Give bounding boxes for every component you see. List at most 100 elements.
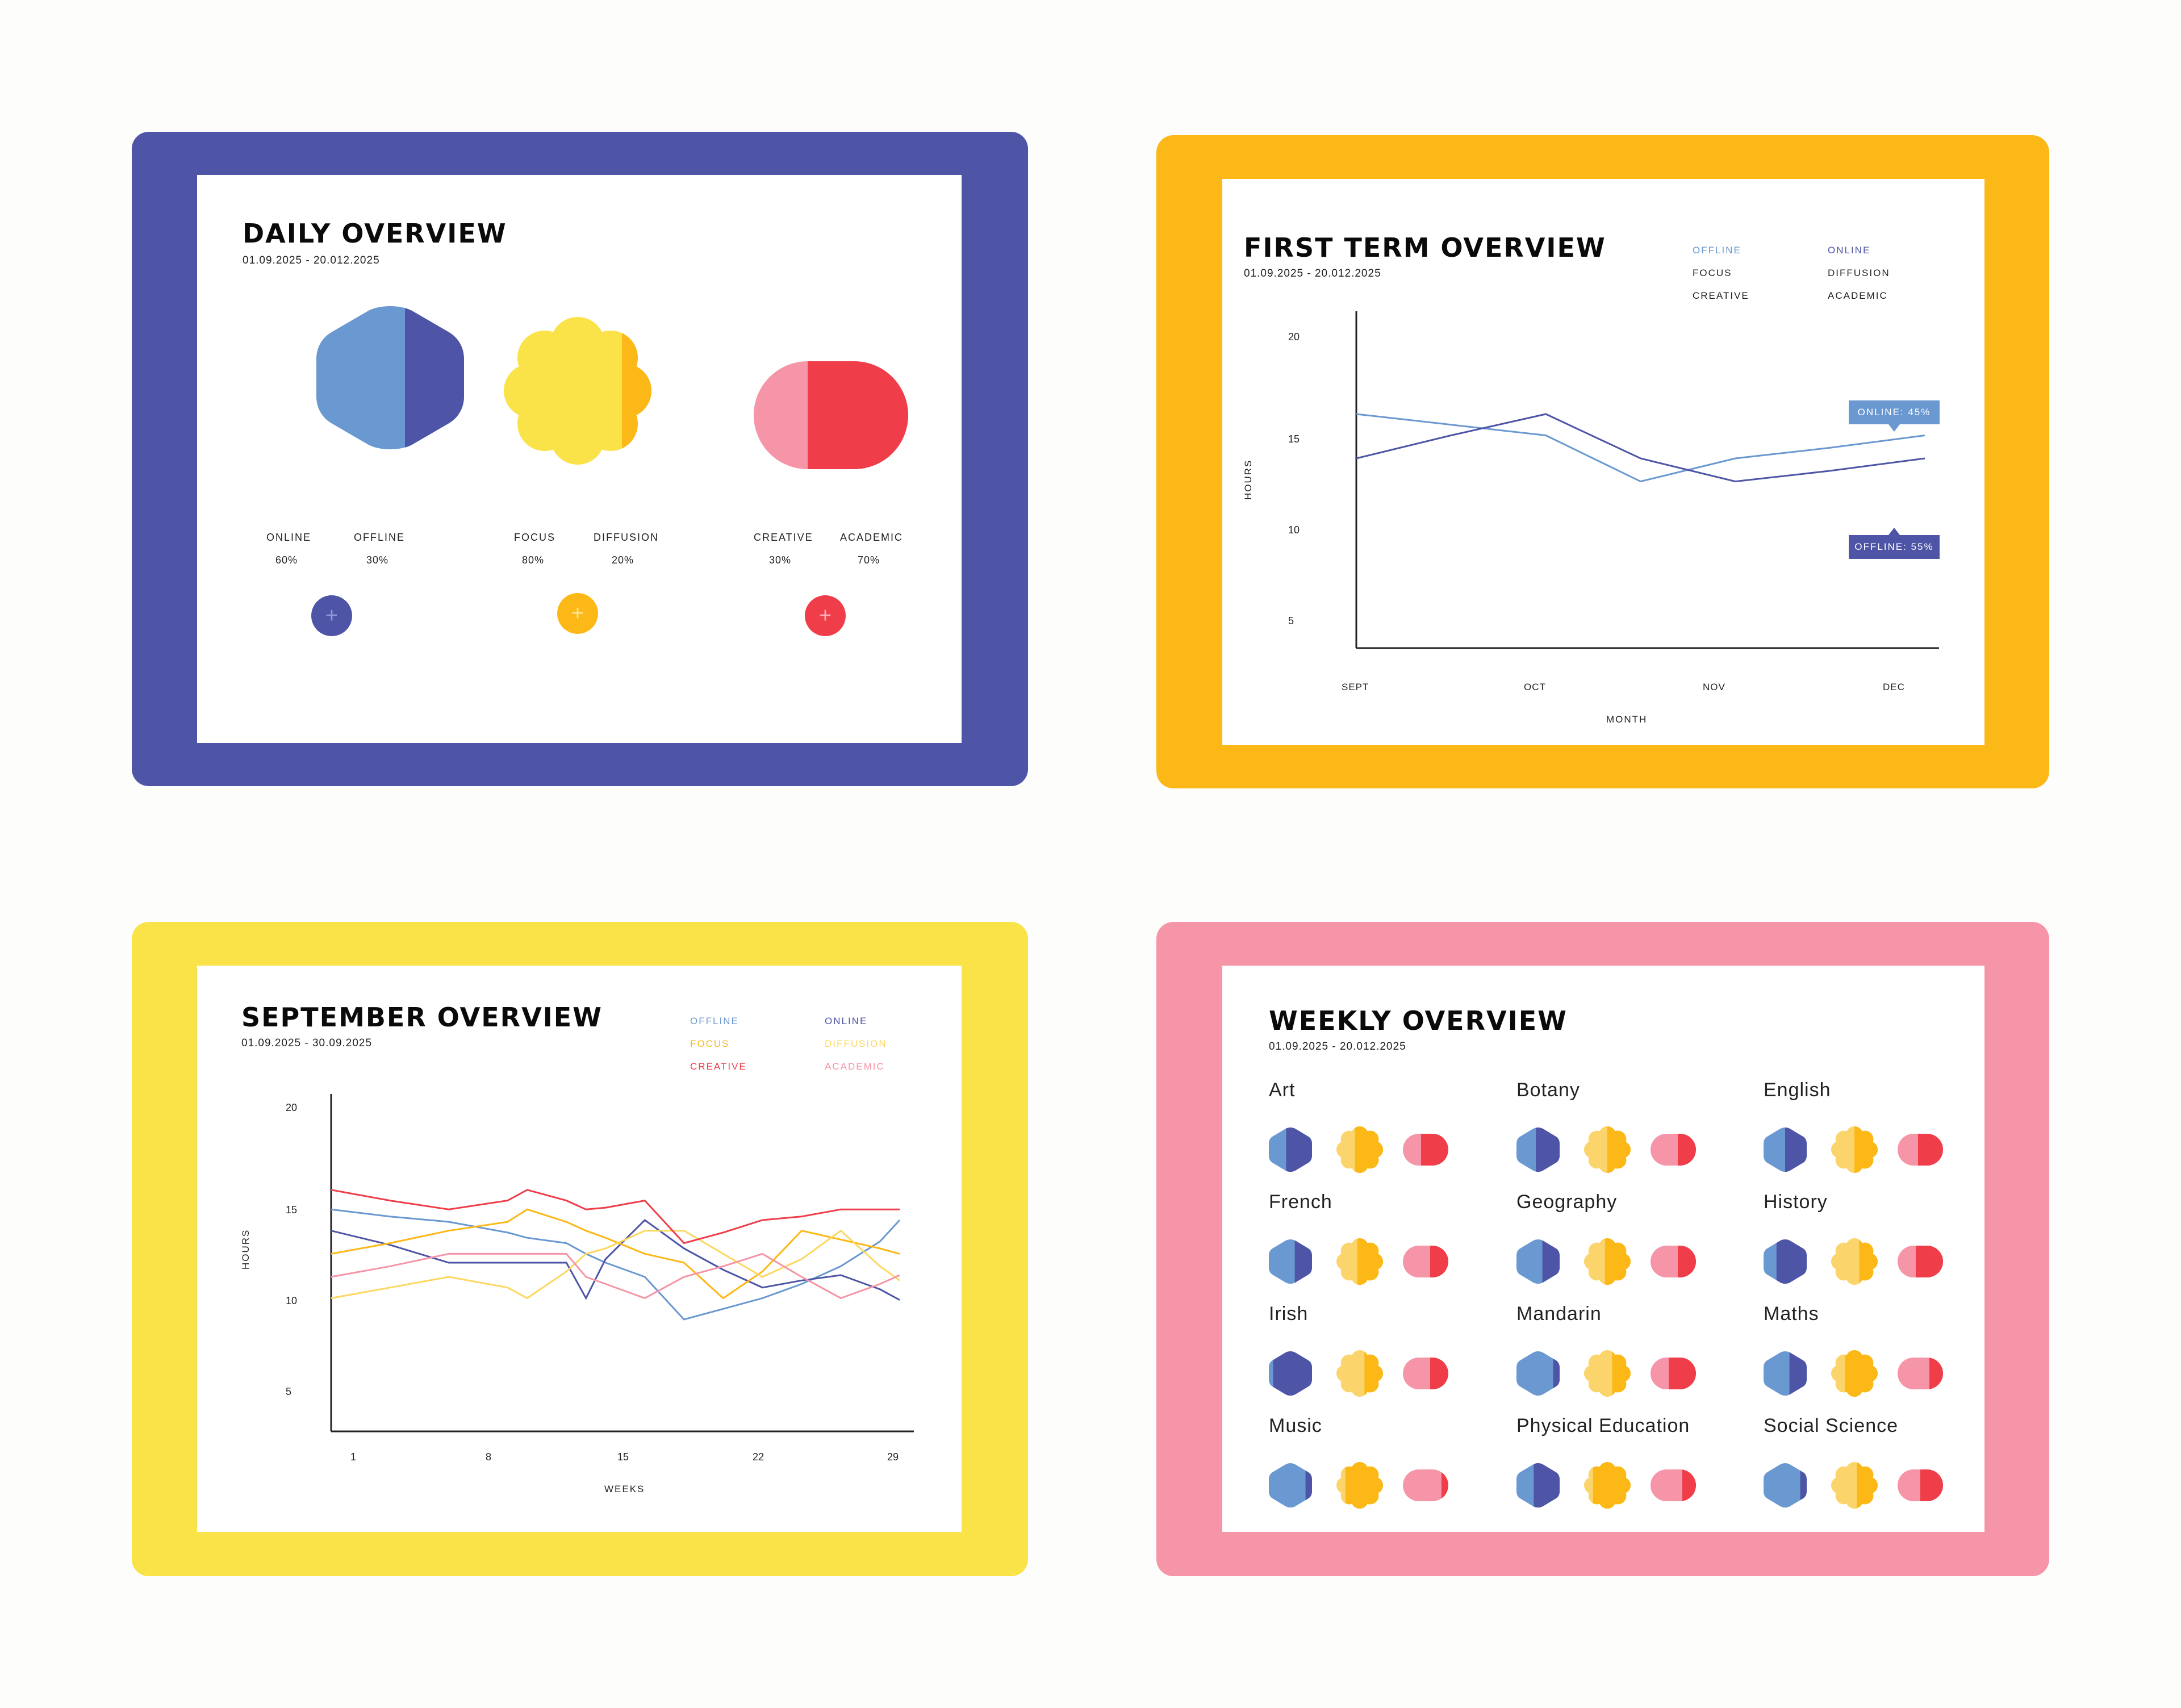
september-title: SEPTEMBER OVERVIEW	[241, 1002, 603, 1033]
x-tick-sept: SEPT	[1342, 682, 1369, 692]
daily-overview-dates: 01.09.2025 - 20.012.2025	[243, 254, 380, 266]
legend-academic: ACADEMIC	[825, 1061, 885, 1072]
subject-name: Maths	[1764, 1303, 1819, 1325]
x-axis-title: MONTH	[1606, 714, 1648, 725]
subject-icons	[1269, 1462, 1448, 1509]
pill-icon	[1651, 1358, 1696, 1389]
y-tick-10: 10	[286, 1295, 298, 1306]
add-focus-button[interactable]: +	[557, 593, 598, 634]
subject-name: Irish	[1269, 1303, 1309, 1325]
y-tick-10: 10	[1288, 524, 1300, 536]
daily-overview-card: DAILY OVERVIEW 01.09.2025 - 20.012.2025 …	[197, 175, 962, 743]
subject-name: Mandarin	[1516, 1303, 1602, 1325]
flower-icon	[1584, 1462, 1631, 1509]
flower-icon	[504, 317, 651, 465]
hexagon-icon	[1516, 1351, 1560, 1396]
weekly-card: WEEKLY OVERVIEW 01.09.2025 - 20.012.2025…	[1222, 966, 1984, 1532]
flower-icon	[1336, 1238, 1383, 1285]
september-chart	[330, 1094, 914, 1433]
hexagon-icon	[1516, 1127, 1560, 1172]
x-tick-1: 1	[350, 1451, 357, 1463]
series-line-focus	[331, 1208, 900, 1300]
subject-name: Art	[1269, 1079, 1296, 1101]
pill-icon	[1403, 1469, 1448, 1501]
offline-label: OFFLINE	[354, 532, 406, 543]
subject-name: Geography	[1516, 1191, 1618, 1213]
weekly-title: WEEKLY OVERVIEW	[1269, 1005, 1568, 1036]
plus-icon: +	[571, 602, 584, 625]
x-tick-nov: NOV	[1703, 682, 1725, 692]
series-line-creative	[331, 1189, 900, 1245]
subject-name: Botany	[1516, 1079, 1580, 1101]
hexagon-icon	[1764, 1239, 1807, 1284]
x-tick-29: 29	[887, 1451, 899, 1463]
hexagon-icon	[1269, 1239, 1312, 1284]
legend-creative: CREATIVE	[1693, 290, 1749, 301]
add-online-button[interactable]: +	[311, 595, 352, 636]
flower-icon	[1584, 1238, 1631, 1285]
legend-focus: FOCUS	[690, 1038, 730, 1049]
hexagon-icon	[1764, 1351, 1807, 1396]
first-term-card: FIRST TERM OVERVIEW 01.09.2025 - 20.012.…	[1222, 179, 1984, 745]
focus-label: FOCUS	[514, 532, 555, 543]
september-dates: 01.09.2025 - 30.09.2025	[241, 1037, 373, 1049]
online-value: 60%	[275, 554, 298, 566]
offline-callout: OFFLINE: 55%	[1854, 541, 1934, 552]
september-card: SEPTEMBER OVERVIEW 01.09.2025 - 30.09.20…	[197, 966, 962, 1532]
academic-label: ACADEMIC	[840, 532, 904, 543]
creative-label: CREATIVE	[754, 532, 813, 543]
diffusion-label: DIFFUSION	[594, 532, 659, 543]
subject-icons	[1269, 1126, 1448, 1173]
subject-name: Social Science	[1764, 1415, 1899, 1436]
plus-icon: +	[818, 604, 832, 628]
subject-icons	[1764, 1238, 1943, 1285]
legend-offline: OFFLINE	[690, 1016, 739, 1026]
pill-icon	[1898, 1358, 1943, 1389]
pill-icon	[1898, 1134, 1943, 1166]
series-line-diffusion	[331, 1229, 900, 1300]
legend-diffusion: DIFFUSION	[1828, 268, 1890, 278]
subject-icons	[1516, 1462, 1696, 1509]
pill-icon	[1403, 1246, 1448, 1277]
weekly-dates: 01.09.2025 - 20.012.2025	[1269, 1041, 1406, 1053]
x-axis-title: WEEKS	[604, 1484, 645, 1494]
legend-focus: FOCUS	[1693, 268, 1732, 278]
first-term-dates: 01.09.2025 - 20.012.2025	[1244, 268, 1381, 279]
subject-icons	[1764, 1350, 1943, 1397]
pill-icon	[1898, 1246, 1943, 1277]
series-line-academic	[331, 1252, 900, 1300]
hexagon-icon	[1269, 1127, 1312, 1172]
flower-icon	[1336, 1462, 1383, 1509]
add-creative-button[interactable]: +	[805, 595, 846, 636]
series-line-online	[1356, 413, 1925, 483]
subject-name: History	[1764, 1191, 1828, 1213]
pill-icon	[1651, 1134, 1696, 1166]
pill-icon	[1403, 1134, 1448, 1166]
hexagon-icon	[1269, 1351, 1312, 1396]
x-tick-dec: DEC	[1883, 682, 1905, 692]
daily-overview-title: DAILY OVERVIEW	[243, 218, 507, 249]
pill-icon	[1403, 1358, 1448, 1389]
series-line-offline	[331, 1208, 901, 1321]
y-tick-20: 20	[286, 1102, 298, 1113]
online-callout: ONLINE: 45%	[1857, 407, 1931, 417]
x-tick-15: 15	[617, 1451, 629, 1463]
subject-name: Physical Education	[1516, 1415, 1690, 1436]
hexagon-icon	[1764, 1463, 1807, 1507]
academic-value: 70%	[858, 554, 880, 566]
y-tick-5: 5	[1288, 615, 1294, 627]
legend-offline: OFFLINE	[1693, 245, 1741, 256]
y-tick-15: 15	[286, 1204, 298, 1216]
legend-academic: ACADEMIC	[1828, 290, 1888, 301]
pill-icon	[1651, 1246, 1696, 1277]
flower-icon	[1831, 1350, 1878, 1397]
subject-icons	[1516, 1350, 1696, 1397]
legend-online: ONLINE	[1828, 245, 1871, 256]
y-tick-15: 15	[1288, 433, 1300, 445]
offline-callout-box	[1849, 535, 1940, 559]
y-tick-20: 20	[1288, 331, 1300, 343]
hexagon-icon	[1764, 1127, 1807, 1172]
online-label: ONLINE	[266, 532, 312, 543]
series-line-offline	[1356, 413, 1925, 483]
hexagon-icon	[1269, 1463, 1312, 1507]
